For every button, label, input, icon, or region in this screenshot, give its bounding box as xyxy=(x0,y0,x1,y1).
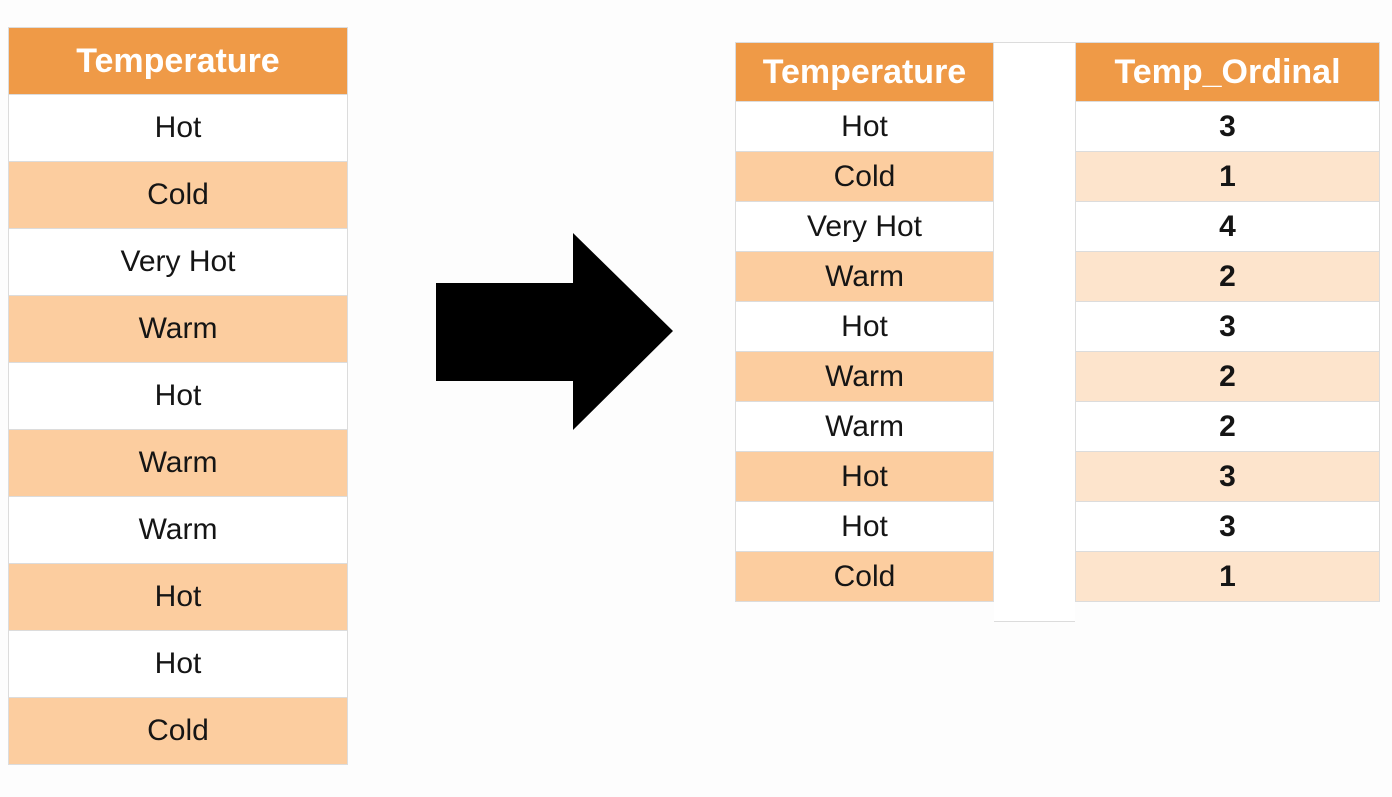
temperature-cell: Hot xyxy=(735,301,994,352)
table-row: Cold xyxy=(8,161,348,229)
table-row: Cold xyxy=(735,551,994,602)
temperature-cell: Warm xyxy=(735,251,994,302)
table-row: 1 xyxy=(1075,551,1380,602)
table-row: 1 xyxy=(1075,151,1380,202)
table-row: 2 xyxy=(1075,251,1380,302)
table-row: Warm xyxy=(8,496,348,564)
left-cell: Hot xyxy=(8,563,348,631)
left-cell: Cold xyxy=(8,161,348,229)
ordinal-cell: 3 xyxy=(1075,451,1380,502)
temperature-cell: Hot xyxy=(735,501,994,552)
table-row: Hot xyxy=(8,362,348,430)
temperature-cell: Cold xyxy=(735,151,994,202)
table-row: Warm xyxy=(735,251,994,302)
left-cell: Warm xyxy=(8,295,348,363)
table-row: Hot xyxy=(8,94,348,162)
left-cell: Warm xyxy=(8,496,348,564)
ordinal-cell: 1 xyxy=(1075,551,1380,602)
table-row: 2 xyxy=(1075,351,1380,402)
right-header-temperature: Temperature xyxy=(735,42,994,102)
left-cell: Very Hot xyxy=(8,228,348,296)
ordinal-cell: 2 xyxy=(1075,251,1380,302)
left-cell: Hot xyxy=(8,630,348,698)
table-row: 3 xyxy=(1075,301,1380,352)
left-cell: Cold xyxy=(8,697,348,765)
ordinal-cell: 3 xyxy=(1075,101,1380,152)
temperature-cell: Very Hot xyxy=(735,201,994,252)
ordinal-cell: 1 xyxy=(1075,151,1380,202)
left-cell: Hot xyxy=(8,94,348,162)
table-row: Hot xyxy=(735,501,994,552)
table-row: 3 xyxy=(1075,501,1380,552)
ordinal-cell: 2 xyxy=(1075,401,1380,452)
temperature-cell: Hot xyxy=(735,451,994,502)
left-header-temperature: Temperature xyxy=(8,27,348,95)
table-row: 3 xyxy=(1075,451,1380,502)
table-row: Cold xyxy=(735,151,994,202)
ordinal-cell: 3 xyxy=(1075,301,1380,352)
table-row: Hot xyxy=(735,451,994,502)
temperature-cell: Warm xyxy=(735,351,994,402)
table-row: Warm xyxy=(8,295,348,363)
table-row: Hot xyxy=(735,301,994,352)
table-row: 4 xyxy=(1075,201,1380,252)
table-row: Warm xyxy=(735,351,994,402)
table-row: Hot xyxy=(735,101,994,152)
temperature-cell: Warm xyxy=(735,401,994,452)
ordinal-cell: 4 xyxy=(1075,201,1380,252)
table-row: Hot xyxy=(8,563,348,631)
table-row: 2 xyxy=(1075,401,1380,452)
ordinal-cell: 3 xyxy=(1075,501,1380,552)
table-row: 3 xyxy=(1075,101,1380,152)
original-temperature-table: Temperature Hot Cold Very Hot Warm Hot W… xyxy=(8,27,348,765)
right-header-temp-ordinal: Temp_Ordinal xyxy=(1075,42,1380,102)
table-row: Cold xyxy=(8,697,348,765)
ordinal-cell: 2 xyxy=(1075,351,1380,402)
left-cell: Hot xyxy=(8,362,348,430)
ordinal-encoding-table: Temp_Ordinal 3 1 4 2 3 2 2 3 3 1 xyxy=(1075,42,1380,602)
column-spacer xyxy=(994,42,1075,622)
table-row: Hot xyxy=(8,630,348,698)
left-cell: Warm xyxy=(8,429,348,497)
temperature-cell: Cold xyxy=(735,551,994,602)
table-row: Warm xyxy=(735,401,994,452)
table-row: Warm xyxy=(8,429,348,497)
temperature-cell: Hot xyxy=(735,101,994,152)
right-arrow-icon xyxy=(436,233,673,430)
table-row: Very Hot xyxy=(735,201,994,252)
table-row: Very Hot xyxy=(8,228,348,296)
encoded-temperature-table: Temperature Hot Cold Very Hot Warm Hot W… xyxy=(735,42,994,602)
